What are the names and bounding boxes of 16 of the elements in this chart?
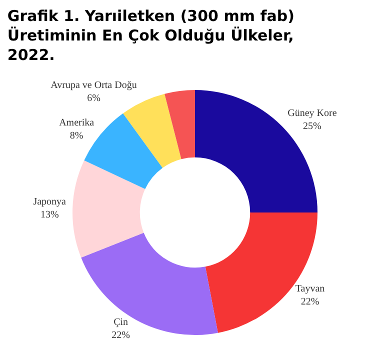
slice-label: Çin [114, 317, 128, 328]
data-label: 6% [87, 92, 100, 104]
data-label: 25% [303, 120, 322, 132]
data-label: 22% [300, 296, 320, 308]
slice-label: Avrupa ve Orta Doğu [50, 80, 137, 91]
data-label: 8% [70, 130, 84, 142]
donut-slice [122, 94, 182, 168]
slice-label: Japonya [33, 196, 67, 208]
donut-slice [164, 90, 195, 160]
data-label: 13% [40, 210, 59, 221]
slice-label: Amerika [59, 118, 95, 129]
chart-title: Grafik 1. Yarıiletken (300 mm fab) Üretiminin En Çok Olduğu Ülkeler, 2022. [7, 7, 294, 64]
slice-label: Tayvan [295, 283, 325, 294]
slice-label: Güney Kore [288, 108, 338, 119]
donut-slice [72, 160, 146, 258]
data-label: 22% [112, 330, 130, 342]
